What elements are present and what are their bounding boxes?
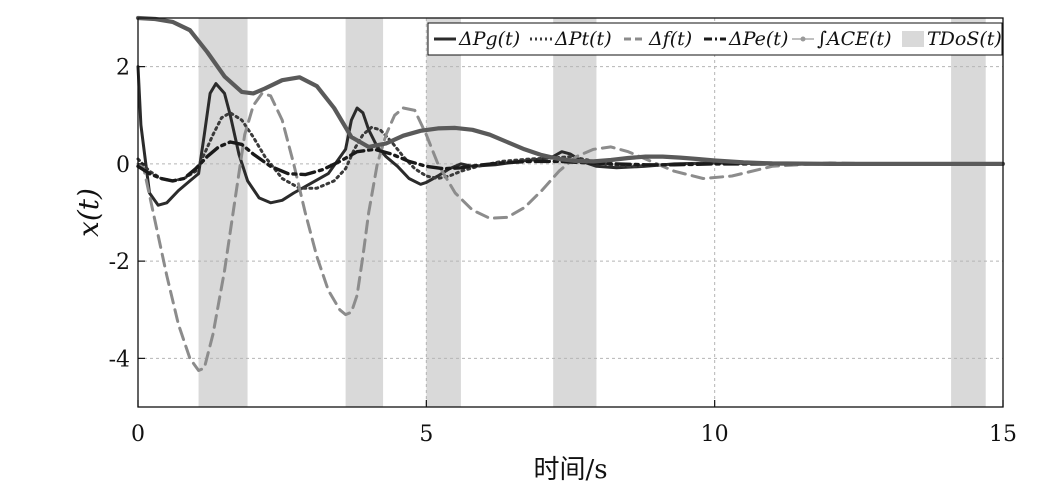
y-axis-label-text: x(t) (72, 188, 105, 237)
dos-intervals (198, 18, 986, 407)
legend-label-2: Δf(t) (648, 28, 692, 50)
series-line-2 (136, 91, 1005, 372)
series-line-4 (135, 15, 1006, 166)
dos-interval-4 (951, 18, 986, 407)
legend-label-0: ΔPg(t) (458, 28, 520, 50)
axis-ticks: 0 5 10 15 -4 -2 0 2 (109, 56, 1017, 447)
series-line-3 (136, 140, 1005, 183)
gridlines (138, 18, 1003, 407)
x-tick-label-2: 10 (701, 422, 729, 447)
legend-marker-4 (800, 36, 806, 42)
legend-label-4: ∫ACE(t) (817, 28, 892, 50)
dos-interval-2 (426, 18, 461, 407)
legend-label-3: ΔPe(t) (728, 28, 788, 50)
legend-label-1: ΔPt(t) (554, 28, 612, 50)
dos-interval-1 (345, 18, 384, 407)
y-axis-label: x(t) (72, 188, 105, 237)
plot-frame (137, 17, 1004, 408)
y-tick-label-3: 2 (116, 56, 130, 81)
y-tick-label-1: -2 (109, 250, 130, 275)
legend: ΔPg(t) ΔPt(t) Δf(t) ΔPe(t) ∫ACE(t) TDoS(t) (427, 22, 1003, 56)
y-tick-label-2: 0 (116, 153, 130, 178)
dos-interval-3 (553, 18, 597, 407)
legend-swatch-5 (902, 31, 924, 47)
y-tick-label-0: -4 (109, 347, 130, 372)
x-tick-label-1: 5 (419, 422, 433, 447)
x-tick-label-0: 0 (131, 422, 145, 447)
series-lines (135, 15, 1006, 372)
x-tick-label-3: 15 (989, 422, 1017, 447)
dos-interval-0 (198, 18, 248, 407)
legend-label-5: TDoS(t) (927, 28, 1002, 50)
x-axis-label: 时间/s (533, 455, 607, 485)
